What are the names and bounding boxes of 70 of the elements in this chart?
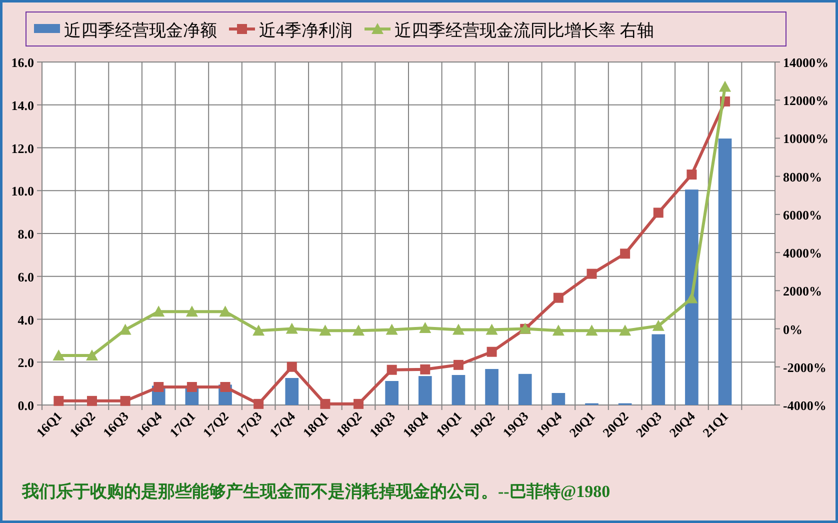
y2-tick-label: 8000%: [783, 169, 822, 184]
bar: [285, 378, 299, 405]
y-tick-label: 16.0: [11, 55, 34, 70]
point: [486, 324, 498, 335]
point: [254, 398, 264, 409]
point: [386, 364, 397, 375]
y-tick-label: 12.0: [11, 140, 34, 156]
legend-label: 近四季经营现金净额: [64, 21, 217, 40]
point: [86, 396, 97, 406]
point: [419, 322, 432, 334]
point: [553, 292, 564, 303]
point: [286, 362, 297, 372]
point: [486, 346, 497, 357]
y2-tick-label: 0%: [783, 322, 802, 337]
point: [653, 208, 664, 218]
point: [586, 268, 597, 279]
y2-tick-label: 14000%: [783, 55, 828, 70]
text: 我们乐于收购的是那些能够产生现金而不是消耗掉现金的公司。--巴菲特@1980: [21, 482, 610, 501]
y2-tick-label: 6000%: [783, 207, 822, 222]
bar: [385, 380, 399, 405]
bar: [418, 376, 432, 405]
point: [220, 382, 230, 392]
point: [320, 398, 330, 409]
legend-label: 近4季净利润: [259, 21, 352, 40]
point: [453, 360, 464, 370]
y2-tick-label: -4000%: [783, 398, 826, 413]
point: [386, 324, 398, 335]
y-tick-label: 8.0: [18, 226, 34, 242]
point: [152, 306, 165, 317]
bar: [452, 374, 466, 405]
point: [86, 349, 98, 360]
y2-tick-label: 4000%: [783, 246, 822, 261]
bar: [685, 190, 698, 405]
y-tick-label: 10.0: [11, 184, 34, 199]
bar: [718, 138, 732, 405]
point: [252, 324, 265, 336]
y-tick-label: 6.0: [18, 269, 34, 284]
point: [352, 324, 365, 336]
bar: [518, 374, 532, 405]
point: [219, 306, 232, 317]
point: [54, 396, 64, 406]
point: [686, 170, 697, 180]
y2-tick-label: -2000%: [783, 360, 826, 375]
bar: [552, 392, 566, 405]
point: [552, 324, 564, 336]
point: [319, 324, 332, 336]
point: [186, 306, 198, 317]
legend-label: 近四季经营现金流同比增长率 右轴: [394, 21, 654, 40]
y2-tick-label: 2000%: [783, 284, 822, 299]
y2-tick-label: 12000%: [783, 93, 828, 108]
point: [719, 80, 732, 92]
point: [186, 382, 197, 392]
point: [354, 398, 364, 409]
y-tick-label: 0.0: [18, 398, 34, 413]
y-tick-label: 14.0: [11, 98, 34, 113]
y-tick-label: 4.0: [18, 312, 34, 328]
point: [154, 382, 164, 392]
point: [52, 349, 65, 360]
point: [619, 324, 632, 336]
point: [120, 396, 130, 406]
point: [420, 364, 430, 374]
point: [452, 324, 464, 335]
y2-tick-label: 10000%: [783, 131, 828, 146]
bar: [652, 334, 666, 405]
point: [620, 248, 630, 259]
point: [586, 324, 598, 336]
bar: [485, 368, 498, 405]
y-tick-label: 2.0: [18, 355, 34, 370]
point: [286, 322, 298, 334]
point: [652, 320, 664, 331]
